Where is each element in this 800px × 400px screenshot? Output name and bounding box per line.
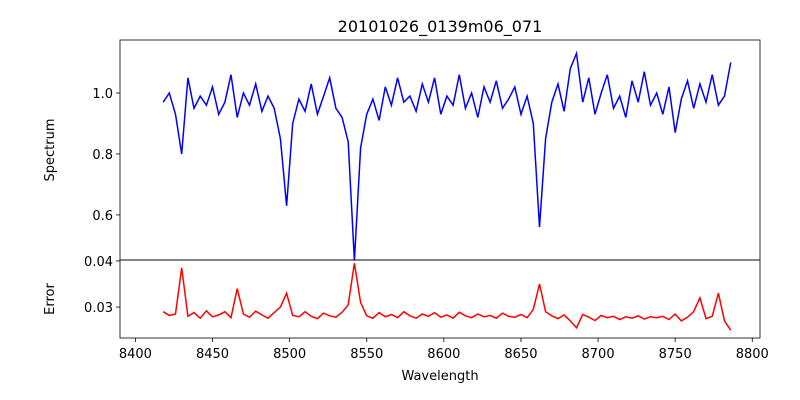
- x-tick-label: 8500: [273, 347, 306, 362]
- y-tick-label: 0.03: [84, 301, 113, 316]
- series-line-spectrum: [162, 50, 732, 261]
- x-tick-label: 8700: [582, 347, 615, 362]
- x-tick-label: 8750: [659, 347, 692, 362]
- y-tick-label: 0.04: [84, 255, 113, 270]
- x-tick-label: 8650: [504, 347, 537, 362]
- y-tick-label: 1.0: [92, 87, 113, 102]
- panel-frame: [119, 39, 761, 261]
- x-tick-label: 8400: [119, 347, 152, 362]
- x-tick-label: 8800: [736, 347, 769, 362]
- series-line-error: [162, 263, 732, 331]
- y-tick-label: 0.8: [92, 148, 113, 163]
- x-tick-label: 8600: [427, 347, 460, 362]
- panel-frame: [119, 259, 761, 339]
- y-tick-label: 0.6: [92, 209, 113, 224]
- y-axis-label: Error: [43, 283, 58, 315]
- x-tick-label: 8550: [350, 347, 383, 362]
- x-axis-label: Wavelength: [401, 369, 478, 384]
- y-axis-label: Spectrum: [43, 119, 58, 182]
- x-tick-label: 8450: [196, 347, 229, 362]
- chart-title: 20101026_0139m06_071: [338, 17, 543, 37]
